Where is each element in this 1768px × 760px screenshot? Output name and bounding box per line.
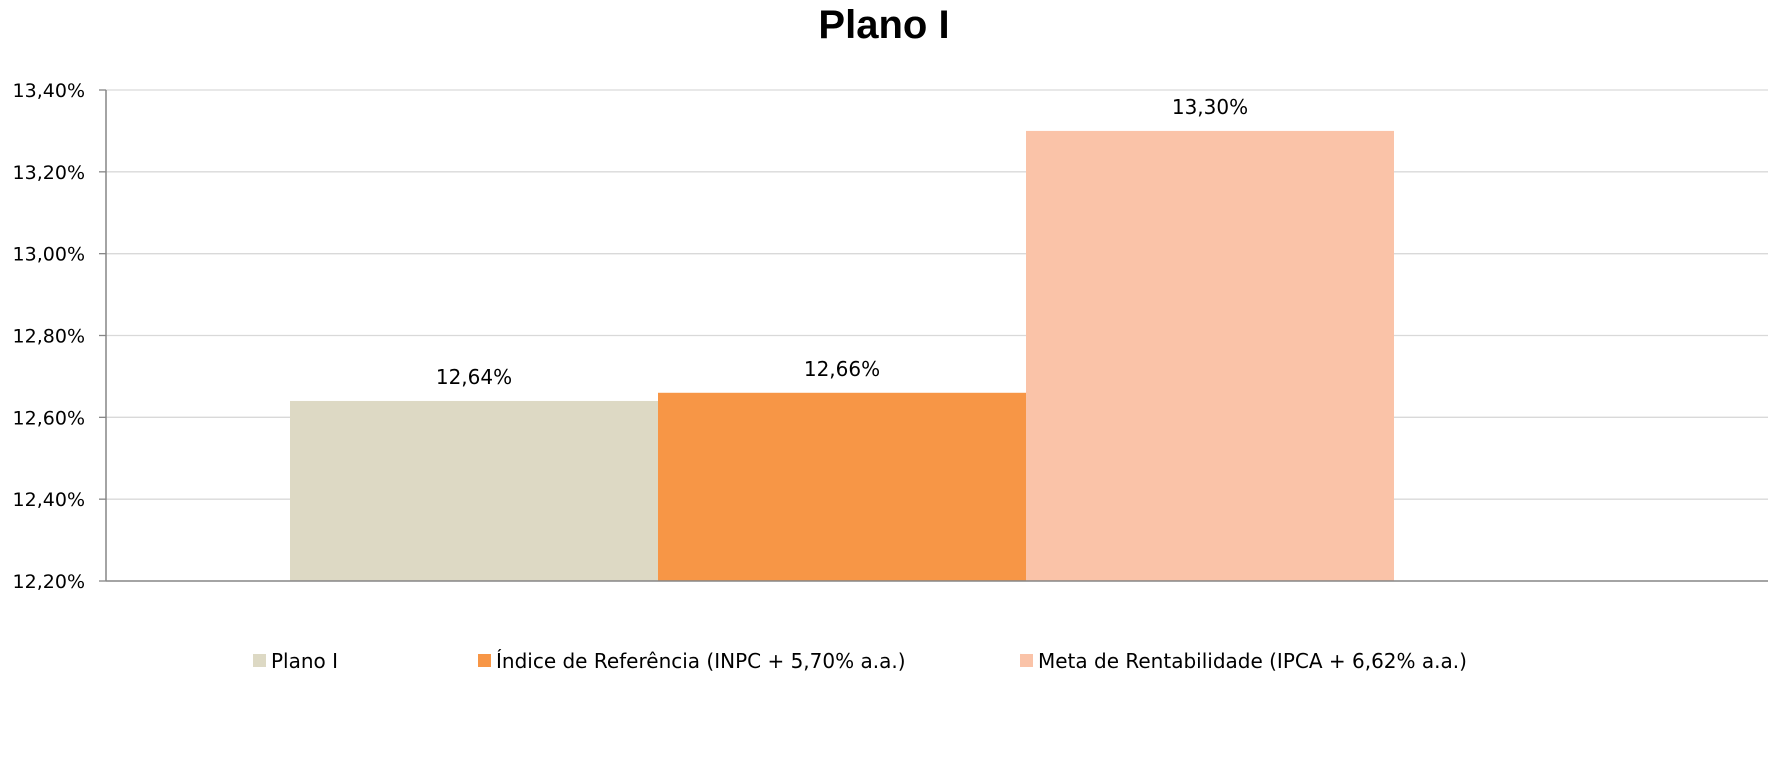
bar	[658, 392, 1026, 581]
y-tick-label: 13,40%	[13, 80, 85, 102]
legend-swatch	[1020, 654, 1033, 667]
y-tick-label: 12,20%	[13, 571, 85, 593]
legend-swatch	[253, 654, 266, 667]
data-label: 12,64%	[436, 365, 512, 389]
data-label: 12,66%	[804, 357, 880, 381]
legend-label: Meta de Rentabilidade (IPCA + 6,62% a.a.…	[1038, 649, 1467, 673]
legend-swatch	[478, 654, 491, 667]
bar	[290, 400, 658, 581]
y-tick-label: 12,80%	[13, 326, 85, 348]
y-axis-ticks: 12,20% 12,40% 12,60% 12,80% 13,00% 13,20% 13,4…	[13, 80, 106, 593]
bars	[290, 130, 1394, 581]
data-labels: 12,64% 12,66% 13,30%	[436, 95, 1248, 389]
y-tick-label: 13,20%	[13, 162, 85, 184]
bar	[1026, 130, 1394, 581]
axes	[105, 90, 1768, 582]
y-tick-label: 12,40%	[13, 489, 85, 511]
y-tick-label: 12,60%	[13, 407, 85, 429]
legend-label: Índice de Referência (INPC + 5,70% a.a.)	[496, 649, 906, 673]
y-tick-label: 13,00%	[13, 244, 85, 266]
chart-title: Plano I	[818, 3, 949, 47]
data-label: 13,30%	[1172, 95, 1248, 119]
legend-label: Plano I	[271, 649, 338, 673]
legend: Plano I Índice de Referência (INPC + 5,70…	[253, 649, 1467, 673]
